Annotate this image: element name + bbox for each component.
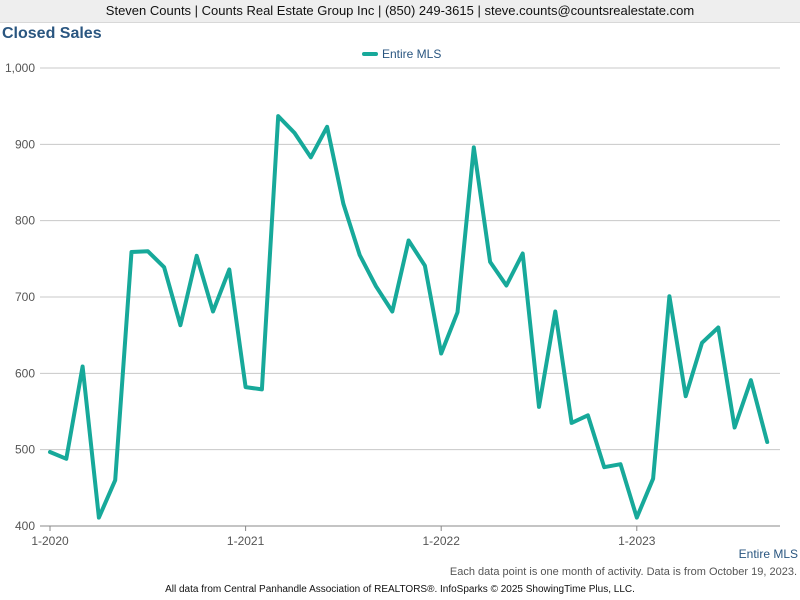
- x-tick-label: 1-2021: [227, 534, 265, 548]
- data-note: Each data point is one month of activity…: [449, 566, 797, 578]
- chart-legend[interactable]: Entire MLS: [362, 46, 441, 62]
- data-point[interactable]: [406, 238, 412, 244]
- data-point[interactable]: [748, 377, 754, 383]
- data-point[interactable]: [243, 384, 249, 390]
- data-point[interactable]: [226, 267, 232, 273]
- data-point[interactable]: [112, 477, 118, 483]
- data-point[interactable]: [699, 340, 705, 346]
- data-point[interactable]: [520, 250, 526, 256]
- legend-swatch: [362, 52, 378, 56]
- data-point[interactable]: [585, 412, 591, 418]
- data-point[interactable]: [177, 322, 183, 328]
- data-point[interactable]: [487, 259, 493, 265]
- data-point[interactable]: [63, 456, 69, 462]
- x-tick-label: 1-2020: [31, 534, 69, 548]
- legend-label: Entire MLS: [382, 47, 442, 61]
- x-axis-series-label: Entire MLS: [739, 547, 798, 561]
- y-tick-label: 900: [15, 137, 35, 151]
- data-point[interactable]: [764, 439, 770, 445]
- gridlines: [40, 67, 780, 451]
- x-tick-label: 1-2022: [423, 534, 461, 548]
- chart-title: Closed Sales: [2, 25, 102, 42]
- series-line-entire-mls[interactable]: [48, 114, 770, 520]
- data-point[interactable]: [683, 393, 689, 399]
- y-tick-label: 500: [15, 443, 35, 457]
- data-point[interactable]: [634, 515, 640, 521]
- data-point[interactable]: [80, 363, 86, 369]
- data-point[interactable]: [552, 309, 558, 315]
- x-tick-label: 1-2023: [618, 534, 656, 548]
- data-point[interactable]: [455, 309, 461, 315]
- data-point[interactable]: [650, 476, 656, 482]
- data-point[interactable]: [389, 309, 395, 315]
- y-tick-label: 600: [15, 366, 35, 380]
- data-point[interactable]: [210, 309, 216, 315]
- data-point[interactable]: [503, 283, 509, 289]
- data-point[interactable]: [357, 252, 363, 258]
- data-point[interactable]: [569, 420, 575, 426]
- data-point[interactable]: [666, 293, 672, 299]
- data-point[interactable]: [422, 263, 428, 269]
- data-point[interactable]: [275, 113, 281, 119]
- data-point[interactable]: [96, 515, 102, 521]
- y-tick-label: 1,000: [5, 61, 35, 75]
- data-point[interactable]: [732, 425, 738, 431]
- data-point[interactable]: [47, 449, 53, 455]
- data-point[interactable]: [194, 253, 200, 259]
- data-point[interactable]: [129, 249, 135, 255]
- data-credit: All data from Central Panhandle Associat…: [165, 584, 635, 595]
- series-layer: [48, 114, 770, 520]
- data-point[interactable]: [536, 404, 542, 410]
- data-point[interactable]: [292, 130, 298, 136]
- x-axis: 1-2020 1-2021 1-2022 1-2023: [31, 525, 780, 548]
- data-point[interactable]: [471, 144, 477, 150]
- data-point[interactable]: [340, 201, 346, 207]
- y-tick-label: 700: [15, 290, 35, 304]
- data-point[interactable]: [715, 325, 721, 331]
- y-tick-label: 400: [15, 519, 35, 533]
- data-point[interactable]: [308, 154, 314, 160]
- data-point[interactable]: [324, 124, 330, 130]
- data-point[interactable]: [618, 461, 624, 467]
- agent-contact-header: Steven Counts | Counts Real Estate Group…: [0, 0, 800, 23]
- y-tick-label: 800: [15, 214, 35, 228]
- data-point[interactable]: [438, 350, 444, 356]
- data-point[interactable]: [373, 283, 379, 289]
- data-point[interactable]: [259, 386, 265, 392]
- y-axis-ticks: 400 500 600 700 800 900 1,000: [5, 61, 35, 533]
- data-point[interactable]: [161, 264, 167, 270]
- data-points: [47, 113, 770, 521]
- data-point[interactable]: [145, 248, 151, 254]
- data-point[interactable]: [601, 464, 607, 470]
